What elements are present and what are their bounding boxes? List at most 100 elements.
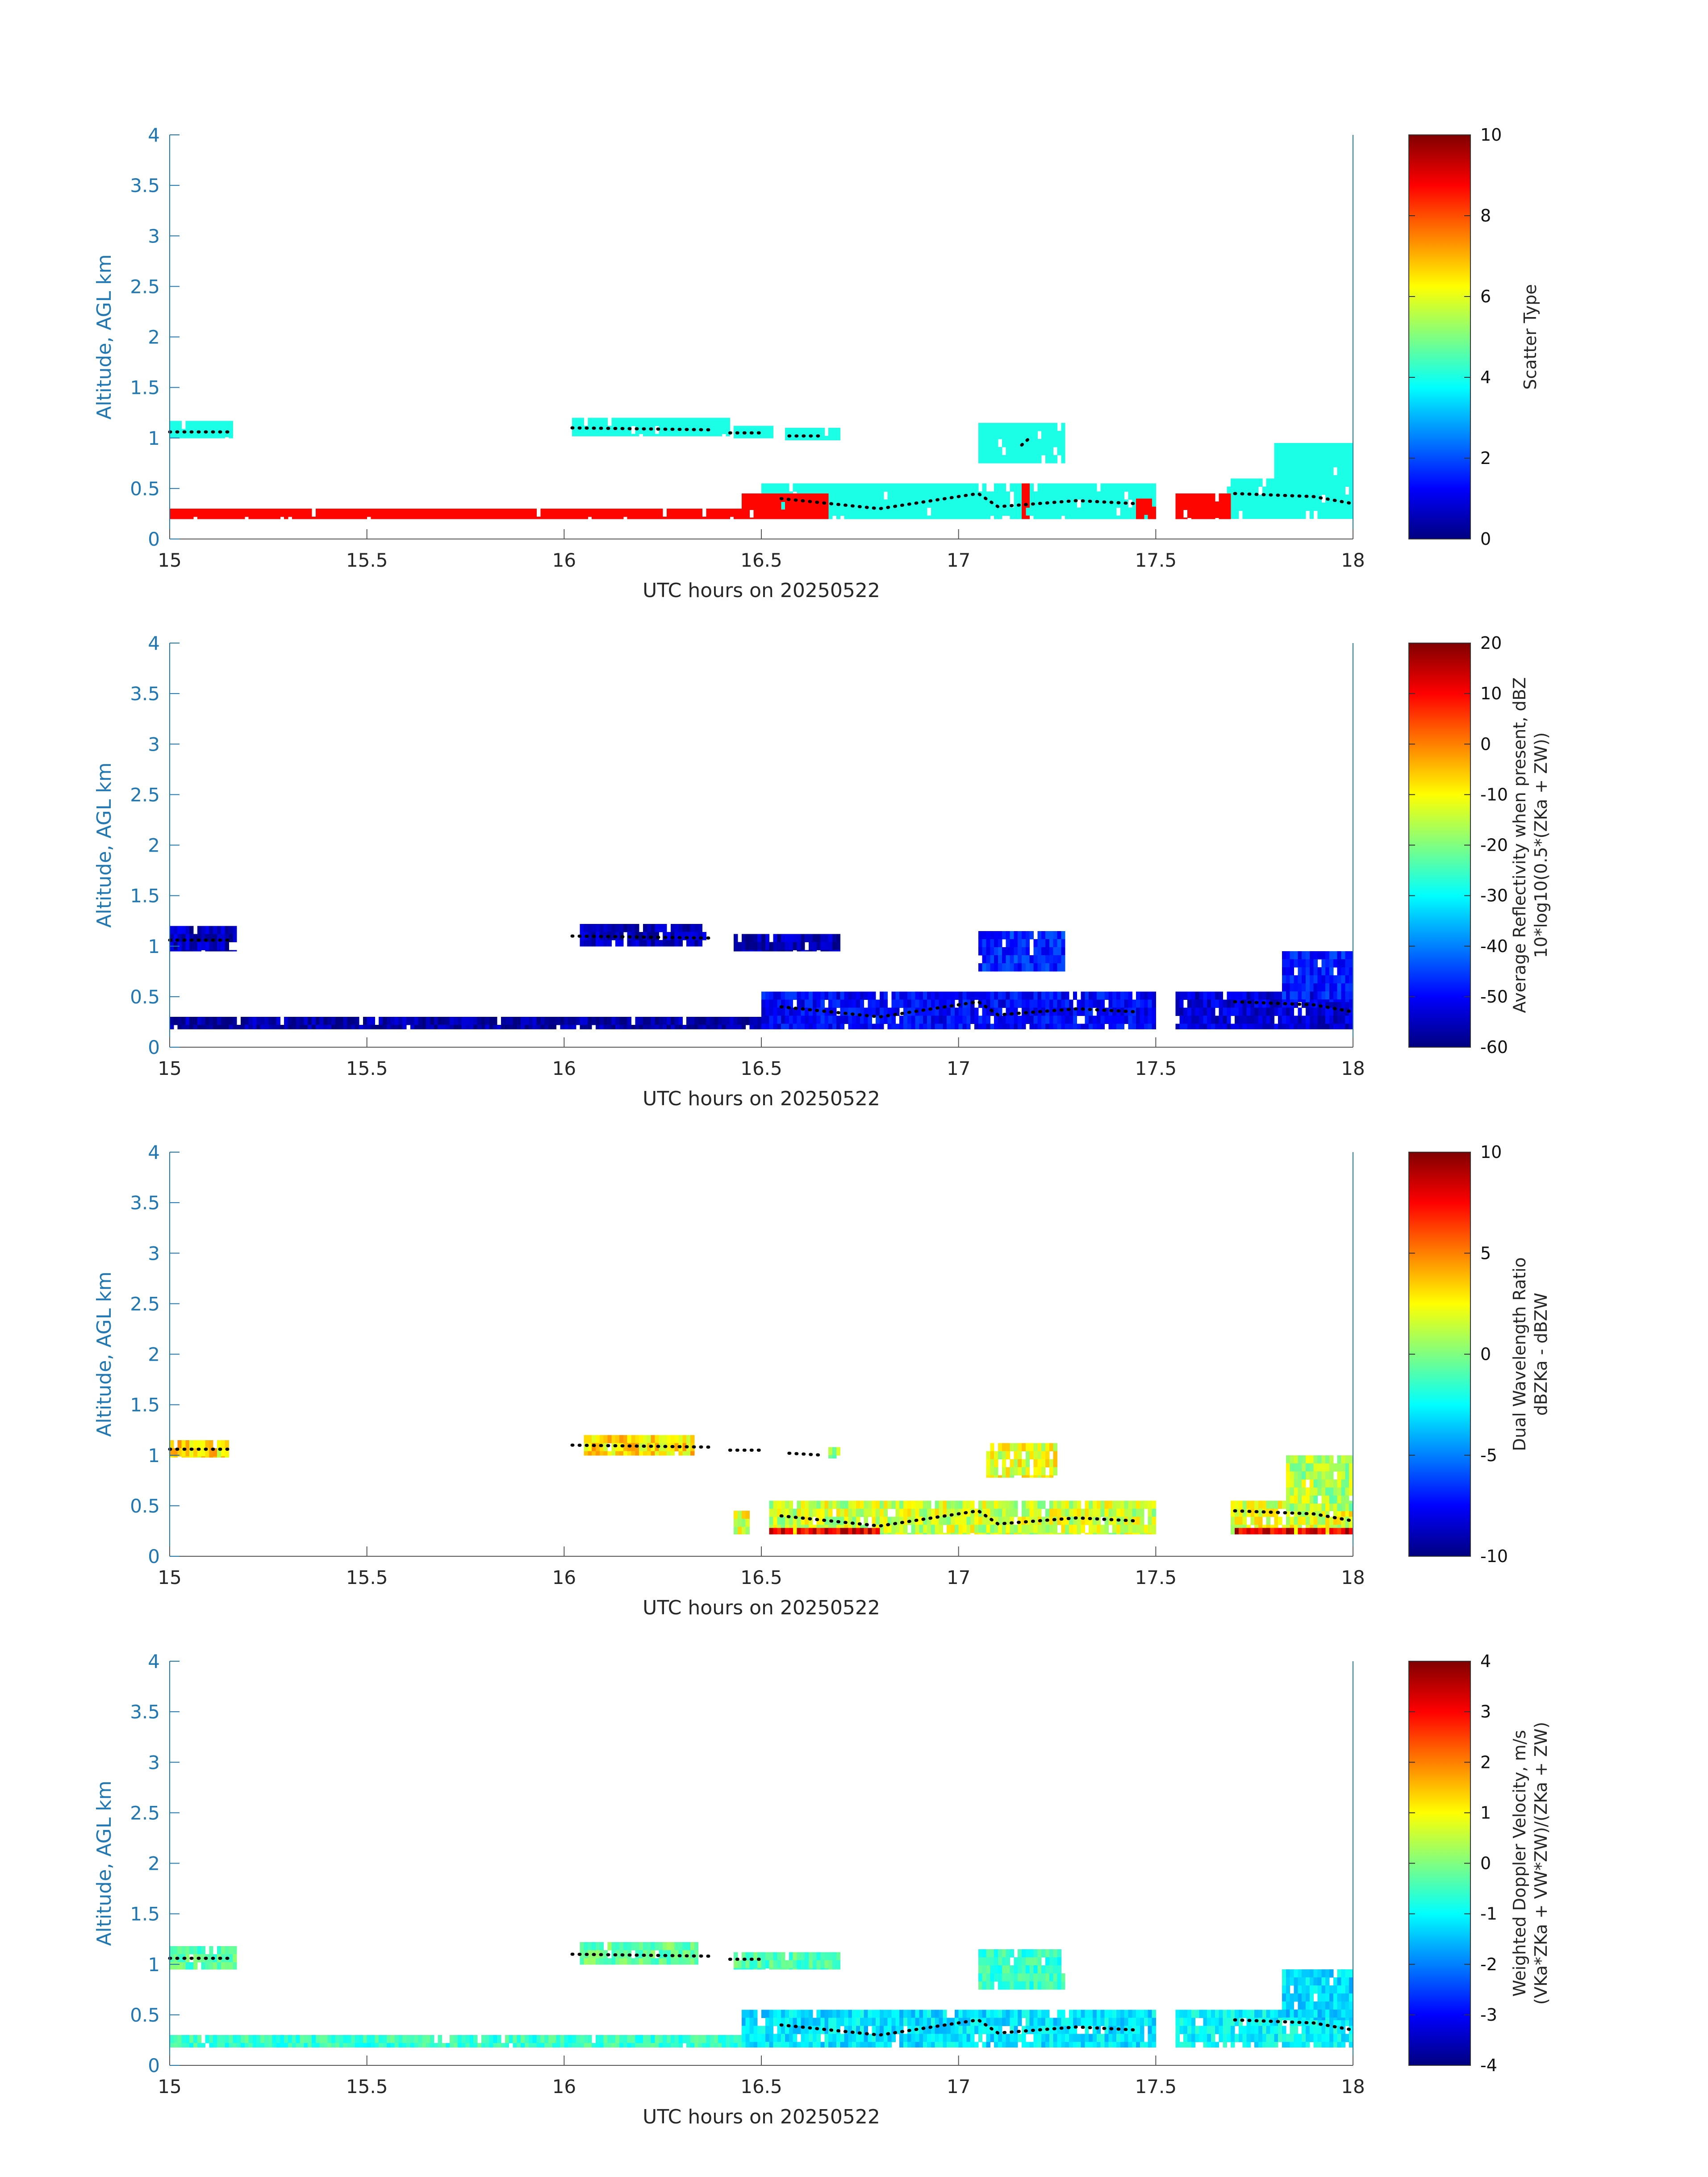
heatmap-cell: [225, 2043, 230, 2047]
heatmap-cell: [1337, 1508, 1342, 1517]
heatmap-cell: [915, 1525, 919, 1534]
heatmap-cell: [572, 509, 576, 517]
heatmap-cell: [745, 2010, 750, 2018]
heatmap-cell: [718, 434, 722, 436]
heatmap-cell: [797, 1007, 801, 1016]
heatmap-cell: [1302, 967, 1306, 976]
heatmap-cell: [296, 1017, 301, 1025]
heatmap-cell: [1061, 1015, 1065, 1024]
heatmap-cell: [1302, 486, 1306, 495]
heatmap-cell: [982, 2042, 987, 2047]
heatmap-cell: [1302, 502, 1306, 511]
heatmap-cell: [998, 947, 1002, 956]
heatmap-cell: [690, 932, 695, 940]
heatmap-cell: [690, 940, 695, 947]
heatmap-cell: [1018, 447, 1022, 455]
heatmap-cell: [584, 940, 588, 947]
y-tick-label: 4: [148, 1141, 160, 1163]
heatmap-cell: [1345, 967, 1349, 976]
heatmap-cell: [781, 1015, 785, 1024]
heatmap-cell: [1100, 491, 1105, 500]
heatmap-cell: [221, 1440, 226, 1449]
heatmap-cell: [1290, 1463, 1295, 1472]
heatmap-cell: [599, 1443, 604, 1452]
heatmap-cell: [864, 1517, 869, 1525]
heatmap-cell: [406, 509, 411, 517]
heatmap-cell: [1278, 1517, 1282, 1525]
x-axis-label: UTC hours on 20250522: [643, 579, 880, 602]
heatmap-cell: [686, 434, 691, 436]
heatmap-cell: [1124, 483, 1129, 492]
heatmap-cell: [485, 1017, 490, 1025]
heatmap-cell: [1270, 510, 1274, 519]
heatmap-cell: [990, 1443, 994, 1452]
heatmap-cell: [1057, 439, 1061, 447]
heatmap-cell: [1274, 502, 1278, 511]
heatmap-cell: [1018, 1949, 1022, 1958]
heatmap-cell: [422, 517, 426, 519]
colorbar-tick-label: -40: [1480, 936, 1508, 956]
heatmap-cell: [1120, 1007, 1125, 1016]
heatmap-cell: [284, 509, 288, 517]
heatmap-cell: [958, 2034, 963, 2043]
heatmap-cell: [986, 515, 990, 519]
heatmap-cell: [1073, 1015, 1077, 1024]
heatmap-cell: [181, 2035, 186, 2043]
heatmap-cell: [1179, 510, 1184, 518]
heatmap-cell: [734, 2043, 738, 2047]
heatmap-cell: [639, 2035, 643, 2043]
heatmap-cell: [647, 418, 651, 426]
heatmap-cell: [761, 510, 766, 518]
heatmap-cell: [812, 2034, 817, 2043]
heatmap-cell: [734, 434, 738, 439]
heatmap-cell: [970, 991, 975, 1000]
heatmap-cell: [1337, 1517, 1342, 1525]
heatmap-cell: [667, 1435, 671, 1444]
heatmap-cell: [915, 991, 919, 1000]
heatmap-cell: [532, 1017, 537, 1025]
heatmap-cell: [1175, 991, 1180, 1000]
heatmap-cell: [852, 507, 856, 516]
colorbar-label: 10*log10(0.5*(ZKa + ZW)): [1531, 732, 1551, 958]
heatmap-cell: [1274, 494, 1278, 503]
heatmap-cell: [1266, 494, 1271, 503]
heatmap-cell: [812, 942, 817, 951]
heatmap-cell: [363, 509, 367, 517]
heatmap-cell: [1140, 1007, 1144, 1016]
heatmap-cell: [229, 509, 233, 517]
heatmap-cell: [489, 1017, 493, 1025]
heatmap-cell: [773, 934, 777, 943]
heatmap-cell: [517, 2035, 521, 2043]
heatmap-cell: [1041, 483, 1046, 492]
heatmap-cell: [1345, 999, 1349, 1008]
heatmap-cell: [1191, 518, 1196, 519]
y-tick-label: 3.5: [130, 175, 160, 196]
heatmap-cell: [1069, 999, 1073, 1008]
heatmap-cell: [201, 509, 206, 517]
heatmap-cell: [596, 1950, 600, 1959]
heatmap-cell: [789, 510, 793, 518]
heatmap-cell: [1002, 422, 1006, 431]
heatmap-cell: [1238, 502, 1243, 511]
heatmap-cell: [982, 939, 987, 948]
heatmap-cell: [978, 422, 983, 431]
heatmap-cell: [765, 999, 770, 1008]
heatmap-cell: [982, 455, 987, 464]
heatmap-cell: [844, 1015, 848, 1024]
heatmap-cell: [773, 518, 777, 519]
heatmap-cell: [1254, 1024, 1259, 1029]
heatmap-cell: [749, 434, 754, 439]
heatmap-cell: [797, 1968, 801, 1970]
heatmap-cell: [801, 501, 805, 510]
heatmap-cell: [947, 507, 951, 516]
heatmap-cell: [694, 940, 699, 947]
heatmap-cell: [414, 1025, 419, 1029]
heatmap-cell: [1022, 1459, 1026, 1468]
heatmap-cell: [962, 483, 967, 492]
heatmap-cell: [457, 517, 462, 519]
heatmap-cell: [868, 491, 872, 500]
heatmap-cell: [927, 2042, 931, 2047]
heatmap-cell: [966, 1500, 971, 1509]
heatmap-cell: [832, 934, 837, 943]
heatmap-cell: [773, 493, 777, 502]
